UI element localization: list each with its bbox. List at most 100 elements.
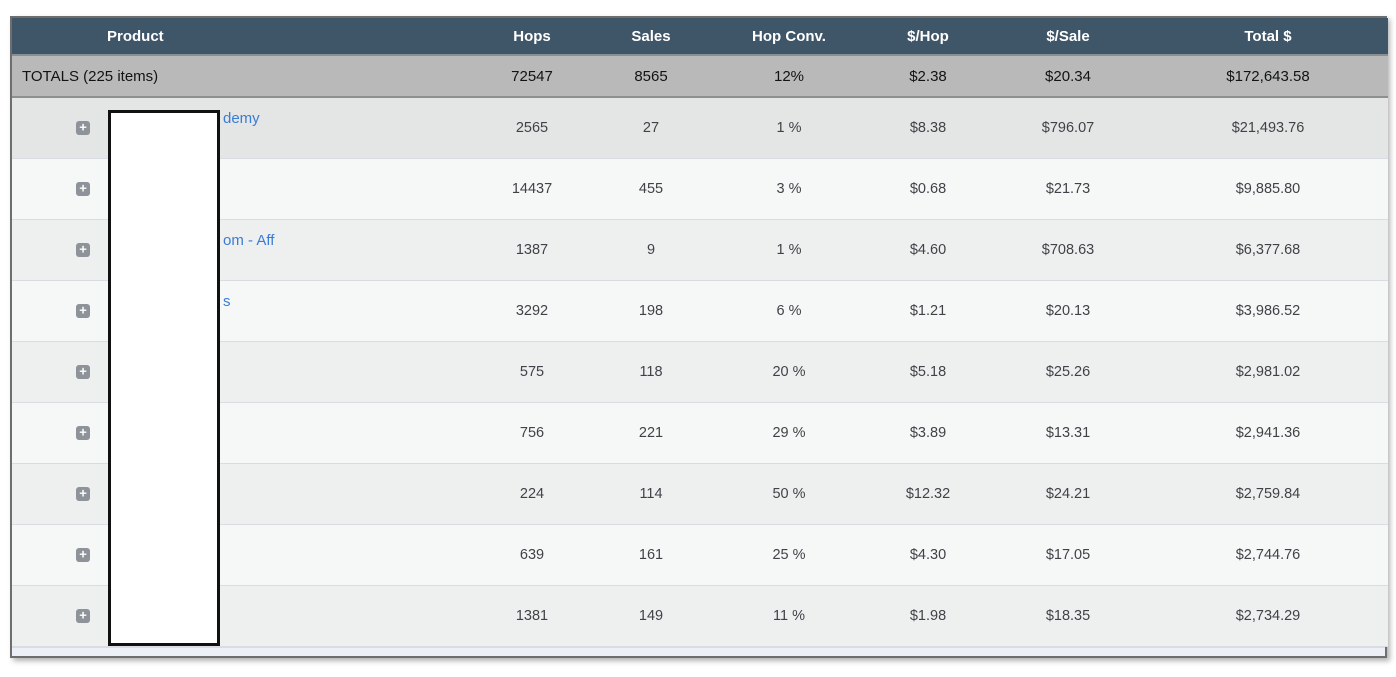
cell-sales: 455 (592, 158, 710, 220)
cell-per-sale: $18.35 (988, 585, 1148, 647)
expand-row-button[interactable]: + (76, 607, 90, 623)
table-row: + 14437 455 3 % $0.68 $21.73 $9,885.80 (12, 158, 1388, 220)
table-row: + s 3292 198 6 % $1.21 $20.13 $3,986.52 (12, 280, 1388, 342)
cell-hop-conv: 6 % (710, 280, 868, 342)
cell-hop-conv: 29 % (710, 402, 868, 464)
cell-hops: 1387 (472, 219, 592, 281)
cell-sales: 149 (592, 585, 710, 647)
redaction-box (108, 110, 220, 646)
product-link[interactable]: om - Aff (223, 232, 275, 249)
cell-sales: 9 (592, 219, 710, 281)
cell-per-sale: $24.21 (988, 463, 1148, 525)
cell-hop-conv: 50 % (710, 463, 868, 525)
column-header-product[interactable]: Product (12, 18, 472, 56)
cell-per-sale: $25.26 (988, 341, 1148, 403)
cell-sales: 161 (592, 524, 710, 586)
cell-total: $2,744.76 (1148, 524, 1388, 586)
cell-hop-conv: 20 % (710, 341, 868, 403)
product-stats-table: Product Hops Sales Hop Conv. $/Hop $/Sal… (12, 18, 1388, 647)
expand-row-button[interactable]: + (76, 363, 90, 379)
cell-hops: 14437 (472, 158, 592, 220)
cell-hops: 639 (472, 524, 592, 586)
cell-hops: 2565 (472, 97, 592, 159)
column-header-hops[interactable]: Hops (472, 18, 592, 56)
expand-row-button[interactable]: + (76, 546, 90, 562)
cell-hops: 756 (472, 402, 592, 464)
expand-row-button[interactable]: + (76, 241, 90, 257)
cell-per-hop: $3.89 (868, 402, 988, 464)
plus-icon: + (79, 607, 87, 622)
cell-hop-conv: 25 % (710, 524, 868, 586)
cell-hop-conv: 3 % (710, 158, 868, 220)
totals-hop-conv: 12% (710, 55, 868, 98)
table-row: + 639 161 25 % $4.30 $17.05 $2,744.76 (12, 524, 1388, 586)
cell-per-hop: $4.60 (868, 219, 988, 281)
column-header-hop-conv[interactable]: Hop Conv. (710, 18, 868, 56)
totals-sales: 8565 (592, 55, 710, 98)
cell-per-hop: $1.21 (868, 280, 988, 342)
product-link[interactable]: s (223, 293, 231, 310)
cell-hops: 575 (472, 341, 592, 403)
table-row: + 575 118 20 % $5.18 $25.26 $2,981.02 (12, 341, 1388, 403)
plus-icon: + (79, 302, 87, 317)
expand-row-button[interactable]: + (76, 180, 90, 196)
totals-row: TOTALS (225 items) 72547 8565 12% $2.38 … (12, 55, 1388, 98)
cell-per-hop: $8.38 (868, 97, 988, 159)
column-header-per-sale[interactable]: $/Sale (988, 18, 1148, 56)
totals-hops: 72547 (472, 55, 592, 98)
partial-next-row (12, 646, 1385, 656)
column-header-sales[interactable]: Sales (592, 18, 710, 56)
table-row: + demy 2565 27 1 % $8.38 $796.07 $21,493… (12, 97, 1388, 159)
cell-hops: 1381 (472, 585, 592, 647)
cell-per-sale: $21.73 (988, 158, 1148, 220)
table-row: + om - Aff 1387 9 1 % $4.60 $708.63 $6,3… (12, 219, 1388, 281)
cell-sales: 221 (592, 402, 710, 464)
cell-total: $2,981.02 (1148, 341, 1388, 403)
plus-icon: + (79, 119, 87, 135)
cell-total: $9,885.80 (1148, 158, 1388, 220)
cell-per-sale: $796.07 (988, 97, 1148, 159)
cell-per-hop: $0.68 (868, 158, 988, 220)
totals-per-hop: $2.38 (868, 55, 988, 98)
plus-icon: + (79, 180, 87, 195)
cell-per-sale: $13.31 (988, 402, 1148, 464)
cell-per-hop: $5.18 (868, 341, 988, 403)
header-row: Product Hops Sales Hop Conv. $/Hop $/Sal… (12, 18, 1388, 56)
cell-hops: 3292 (472, 280, 592, 342)
table-row: + 224 114 50 % $12.32 $24.21 $2,759.84 (12, 463, 1388, 525)
cell-per-hop: $4.30 (868, 524, 988, 586)
expand-row-button[interactable]: + (76, 425, 90, 440)
plus-icon: + (79, 363, 87, 378)
cell-per-hop: $12.32 (868, 463, 988, 525)
expand-row-button[interactable]: + (76, 486, 90, 501)
cell-total: $21,493.76 (1148, 97, 1388, 159)
cell-total: $2,734.29 (1148, 585, 1388, 647)
expand-row-button[interactable]: + (76, 119, 90, 135)
cell-hop-conv: 11 % (710, 585, 868, 647)
cell-per-sale: $17.05 (988, 524, 1148, 586)
cell-sales: 118 (592, 341, 710, 403)
totals-label: TOTALS (225 items) (12, 55, 472, 98)
cell-per-hop: $1.98 (868, 585, 988, 647)
cell-hops: 224 (472, 463, 592, 525)
cell-total: $6,377.68 (1148, 219, 1388, 281)
cell-per-sale: $708.63 (988, 219, 1148, 281)
cell-sales: 27 (592, 97, 710, 159)
cell-sales: 114 (592, 463, 710, 525)
plus-icon: + (79, 546, 87, 561)
plus-icon: + (79, 241, 87, 256)
expand-row-button[interactable]: + (76, 302, 90, 318)
product-link[interactable]: demy (223, 110, 260, 128)
product-stats-table-container: Product Hops Sales Hop Conv. $/Hop $/Sal… (10, 16, 1388, 658)
cell-total: $3,986.52 (1148, 280, 1388, 342)
table-row: + 756 221 29 % $3.89 $13.31 $2,941.36 (12, 402, 1388, 464)
totals-per-sale: $20.34 (988, 55, 1148, 98)
column-header-total[interactable]: Total $ (1148, 18, 1388, 56)
cell-total: $2,941.36 (1148, 402, 1388, 464)
cell-total: $2,759.84 (1148, 463, 1388, 525)
cell-sales: 198 (592, 280, 710, 342)
cell-per-sale: $20.13 (988, 280, 1148, 342)
column-header-per-hop[interactable]: $/Hop (868, 18, 988, 56)
totals-total: $172,643.58 (1148, 55, 1388, 98)
